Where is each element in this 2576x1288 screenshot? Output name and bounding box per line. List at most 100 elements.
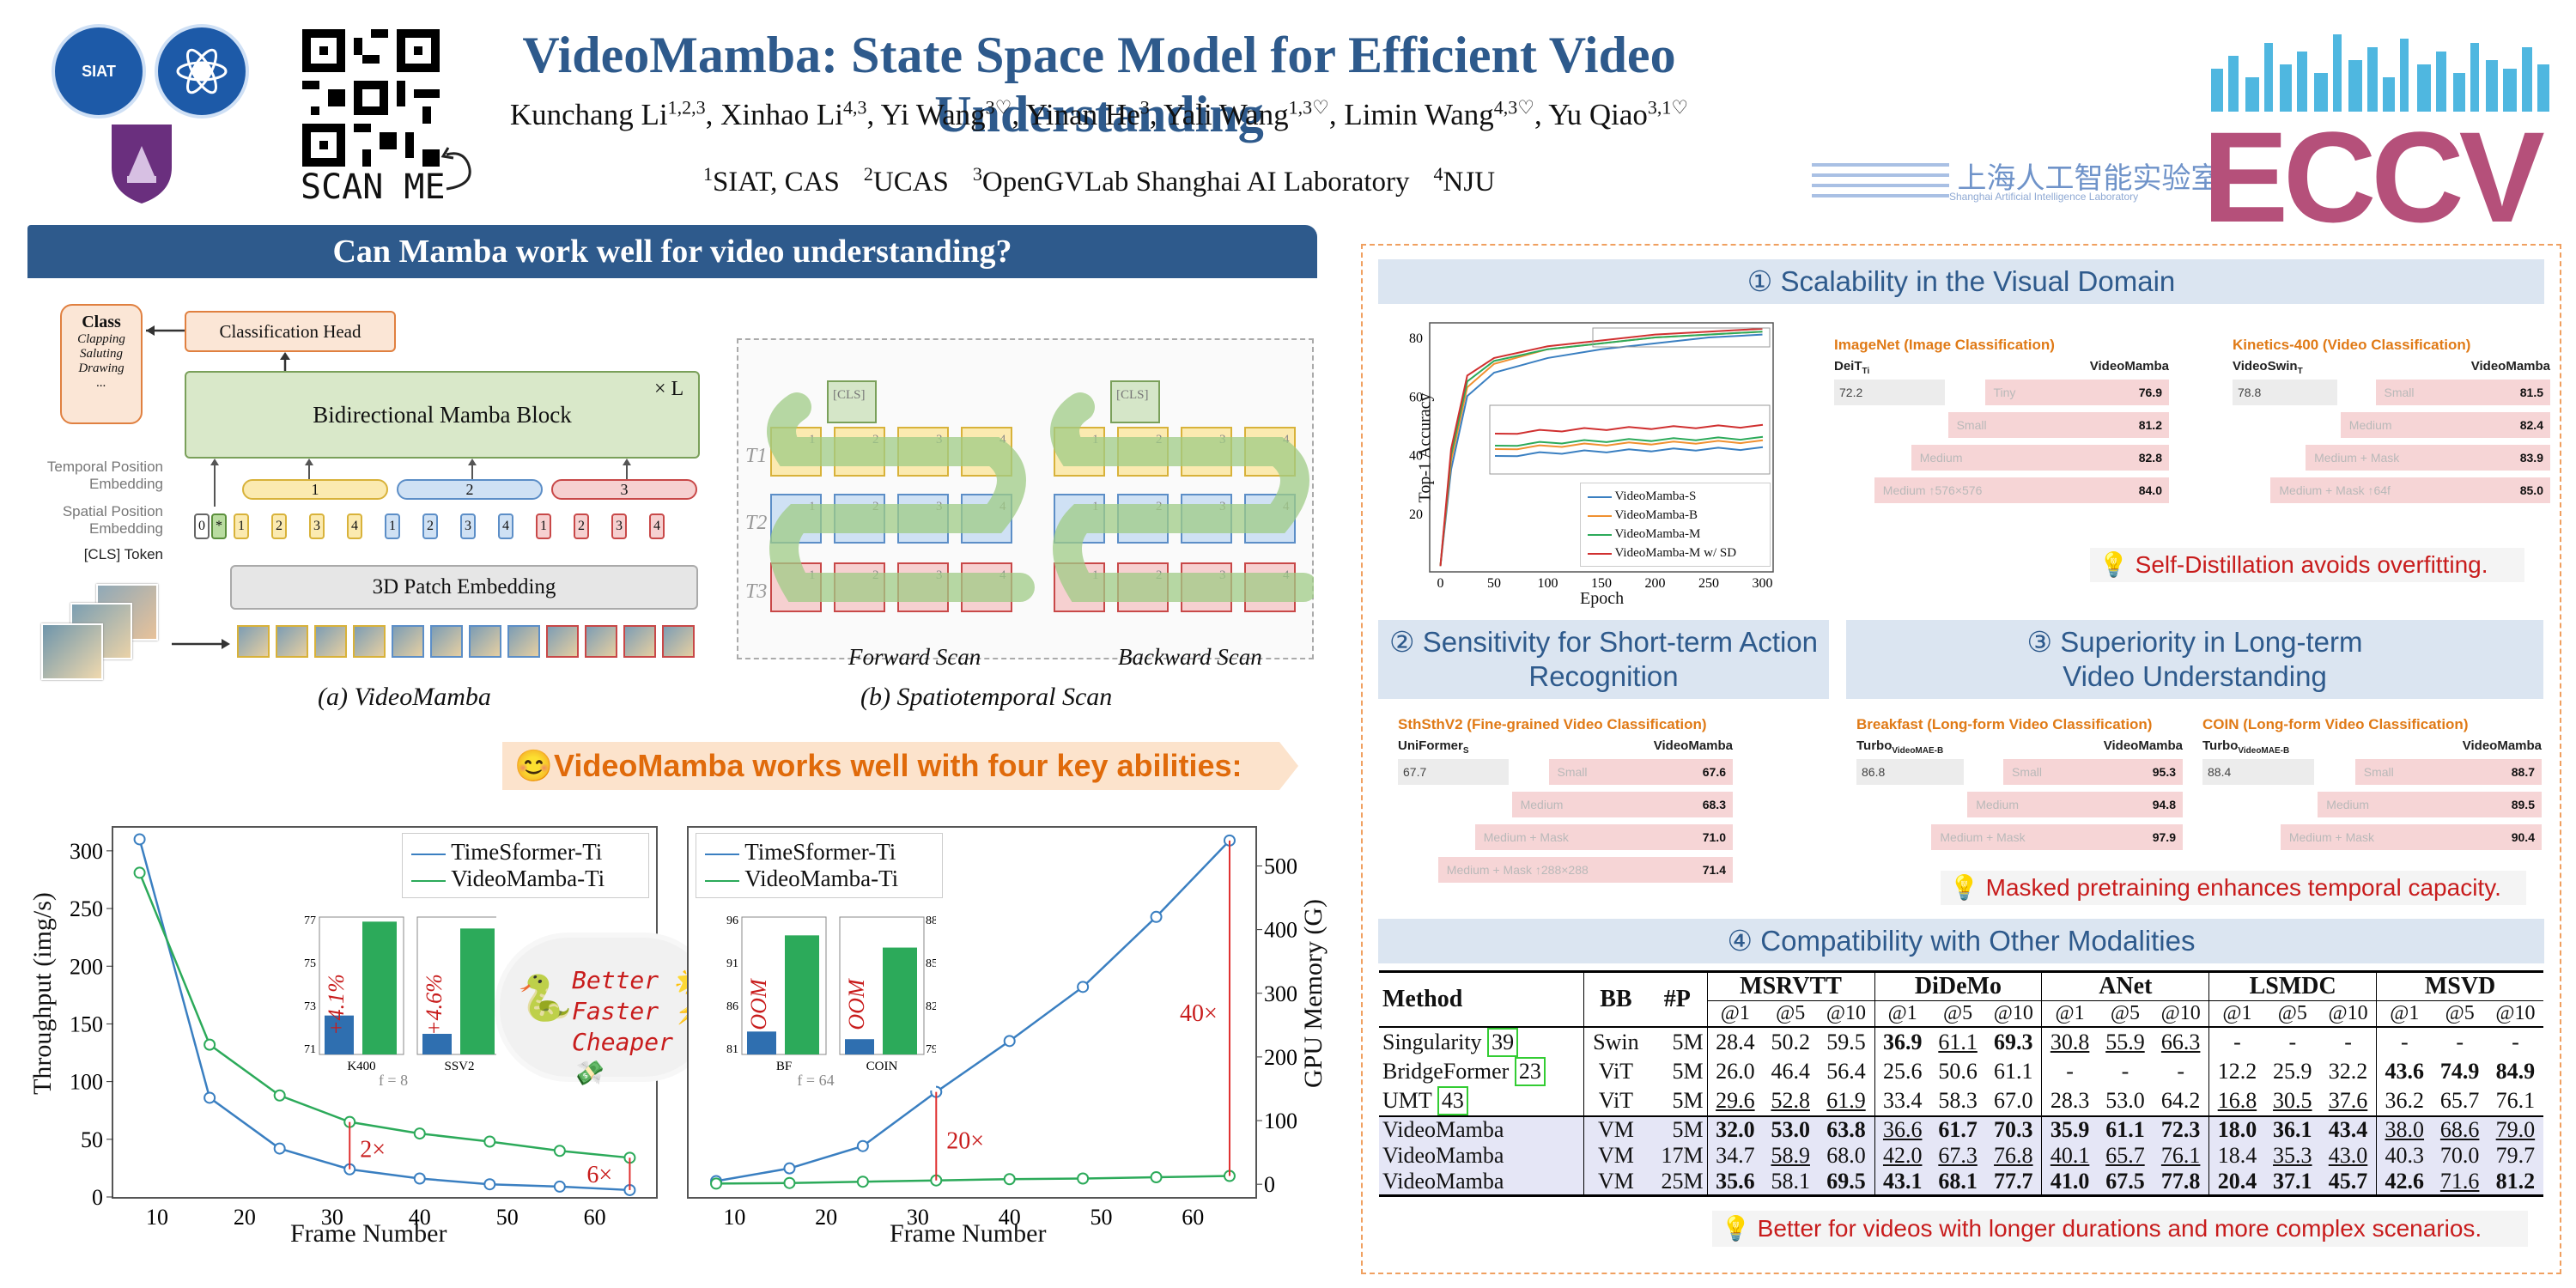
- task-title: Kinetics-400 (Video Classification): [2233, 337, 2471, 353]
- cls-token-text: [CLS]: [1116, 388, 1149, 402]
- qr-code[interactable]: [302, 29, 440, 167]
- subheader-cell: @10: [2153, 1000, 2210, 1027]
- cloud-line: Faster ⚡: [572, 996, 713, 1027]
- value-cell: 67.0: [1985, 1085, 2043, 1116]
- zoom-line: [1494, 423, 1764, 435]
- y-tick-label: 100: [70, 1070, 103, 1095]
- x-tick-label: 40: [999, 1205, 1021, 1230]
- value-cell: 52.8: [1771, 1087, 1810, 1113]
- data-point: [553, 1180, 566, 1193]
- better-cloud: 🐍 Better 🌟 Faster ⚡ Cheaper 💸: [500, 938, 713, 1087]
- y-tick-label: 50: [81, 1127, 103, 1152]
- author-sup: 3,1♡: [1647, 96, 1689, 118]
- zoom-line: [1494, 435, 1764, 447]
- value-cell: 20.4: [2217, 1168, 2257, 1194]
- value-cell: 43.4: [2319, 1115, 2378, 1143]
- memory-chart: 0 100 200 300 400 500 10 20 30 40 50 60 20× 40×: [710, 834, 1297, 1230]
- value-cell: 42.0: [1882, 1142, 1923, 1168]
- series-line: [138, 872, 630, 1159]
- results-panel: [1361, 244, 2561, 1274]
- input-video-frames: [41, 584, 161, 687]
- cas-logo: [155, 24, 249, 118]
- value-cell: 25.6: [1882, 1058, 1923, 1084]
- backbone-cell: VM: [1597, 1142, 1634, 1168]
- frame-patch: [314, 625, 347, 658]
- inset-tick: 73: [304, 1000, 316, 1013]
- result-bar: Medium + Mask ↑64f 85.0: [2270, 477, 2550, 503]
- baseline-value: 72.2: [1839, 386, 1863, 399]
- method-cell: VideoMamba: [1379, 1142, 1584, 1169]
- result-label: Medium + Mask: [2288, 830, 2375, 844]
- value-cell: 68.6: [2439, 1116, 2480, 1142]
- table-row: BridgeFormer 23 ViT 5M 26.0 46.4 56.4 25.6 50.6…: [1379, 1056, 2543, 1086]
- backbone-cell: ViT: [1598, 1058, 1634, 1084]
- subheader-cell: @10: [1818, 1000, 1875, 1027]
- data-point: [204, 1091, 216, 1104]
- value-cell: 36.2: [2385, 1087, 2425, 1113]
- token-row: 0 * 1 2 3 4 1 2 3 4 1 2 3 4: [194, 513, 709, 541]
- result-value: 76.9: [2138, 386, 2162, 399]
- author-name: Kunchang Li1,2,3: [509, 96, 706, 131]
- method-cell: BridgeFormer 23: [1379, 1056, 1584, 1086]
- inset-tick: 96: [726, 914, 738, 927]
- inset-bar: [325, 1015, 354, 1054]
- value-cell: 61.7: [1938, 1116, 1978, 1142]
- ratio-label: 2×: [360, 1137, 386, 1163]
- inset-bar: [460, 928, 495, 1054]
- baseline-name: VideoSwinT: [2233, 359, 2303, 376]
- y-tick-label: 400: [1264, 918, 1297, 943]
- retrieval-results-table: Method BB #P MSRVTT DiDeMo ANet LSMDC MSVD @1 @5 @…: [1379, 970, 2543, 1197]
- value-cell: 50.2: [1771, 1029, 1810, 1054]
- t-label: T3: [745, 580, 767, 603]
- series-line: [138, 839, 630, 1192]
- value-cell: 28.4: [1716, 1029, 1755, 1054]
- series-line: [716, 1175, 1230, 1185]
- value-cell: 58.9: [1771, 1142, 1810, 1168]
- data-point: [413, 1127, 426, 1140]
- backbone-cell: ViT: [1598, 1087, 1634, 1113]
- value-cell: 36.9: [1882, 1029, 1923, 1054]
- author-sup: 1,2,3: [667, 96, 706, 118]
- affiliation: 4NJU: [1433, 163, 1496, 197]
- column-header: DeiTTi VideoMamba: [1834, 359, 2169, 376]
- memory-legend: TimeSformer-Ti VideoMamba-Ti: [696, 833, 943, 898]
- nju-logo: [103, 120, 180, 206]
- inset-annotation: +4.1%: [324, 974, 349, 1036]
- temporal-pill-1: 1: [242, 479, 388, 500]
- inset-f-label: f = 8: [379, 1072, 408, 1089]
- params-cell: 5M: [1647, 1115, 1708, 1143]
- inset-annotation: +4.6%: [422, 974, 447, 1036]
- value-cell: 74.9: [2439, 1058, 2480, 1084]
- result-label: Medium: [2348, 418, 2392, 432]
- x-tick-label: 100: [1538, 576, 1558, 591]
- baseline-sub: T: [2297, 367, 2303, 376]
- y-tick-label: 150: [70, 1012, 103, 1036]
- x-tick-label: 50: [496, 1205, 519, 1230]
- shlab-subtitle: Shanghai Artificial Intelligence Laborat…: [1949, 191, 2139, 203]
- y-tick-label: 100: [1264, 1109, 1297, 1133]
- value-cell: 43.6: [2385, 1058, 2425, 1084]
- value-cell: 18.0: [2217, 1116, 2257, 1142]
- data-point: [483, 1178, 496, 1191]
- t-label: T2: [745, 512, 767, 534]
- inset-bar: [747, 1031, 776, 1054]
- ratio-label: 6×: [586, 1162, 612, 1188]
- value-cell: 50.6: [1938, 1058, 1978, 1084]
- x-tick-label: 10: [146, 1205, 168, 1230]
- value-cell: 32.0: [1716, 1116, 1755, 1142]
- baseline-bar: 72.2: [1834, 380, 1945, 405]
- subheader-cell: @5: [2110, 1001, 2140, 1024]
- temporal-pos-label: Temporal Position Embedding: [46, 459, 163, 492]
- baseline-bar: 67.7: [1398, 759, 1509, 785]
- x-tick-label: 20: [815, 1205, 837, 1230]
- class-item: Drawing: [78, 361, 125, 375]
- value-cell: 35.6: [1716, 1168, 1755, 1194]
- token-box: 2: [574, 513, 589, 539]
- y-tick-label: 60: [1409, 390, 1423, 404]
- value-cell: 33.4: [1882, 1087, 1923, 1113]
- shlab-logo: 上海人工智能实验室: [1812, 155, 2220, 204]
- table-subheader-row: @1 @5 @10 @1 @5 @10 @1 @5 @10 @1 @5 @10 @1 @5 @10: [1379, 1000, 2543, 1027]
- frame-patch: [507, 625, 540, 658]
- x-tick-label: 40: [409, 1205, 431, 1230]
- inset-tick: 81: [726, 1043, 738, 1056]
